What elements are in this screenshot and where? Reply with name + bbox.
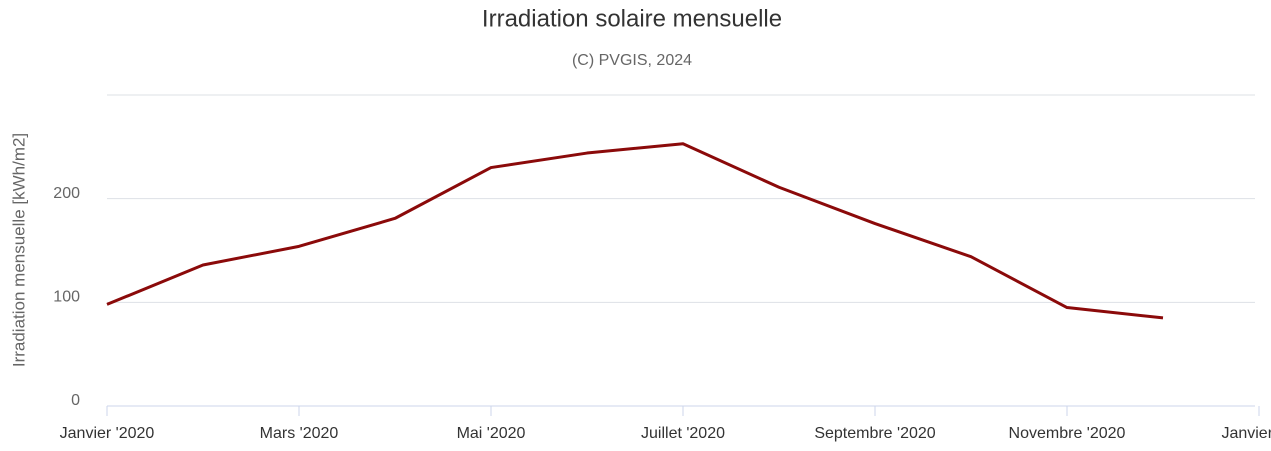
y-tick-label: 0 [71,392,80,409]
y-tick-label: 200 [53,185,80,202]
x-tick-label: Novembre '2020 [1009,425,1126,442]
y-tick-label: 100 [53,289,80,306]
chart-title: Irradiation solaire mensuelle [482,5,782,32]
x-tick-label: Juillet '2020 [641,425,725,442]
x-tick-label: Septembre '2020 [814,425,935,442]
x-tick-label: Mai '2020 [457,425,526,442]
x-tick-label: Mars '2020 [260,425,339,442]
x-tick-label: Janvier '2020 [60,425,155,442]
y-axis-label: Irradiation mensuelle [kWh/m2] [9,133,28,367]
chart-subtitle: (C) PVGIS, 2024 [572,52,692,69]
line-series [106,142,1164,320]
x-tick-label: Janvier '… [1221,425,1271,442]
